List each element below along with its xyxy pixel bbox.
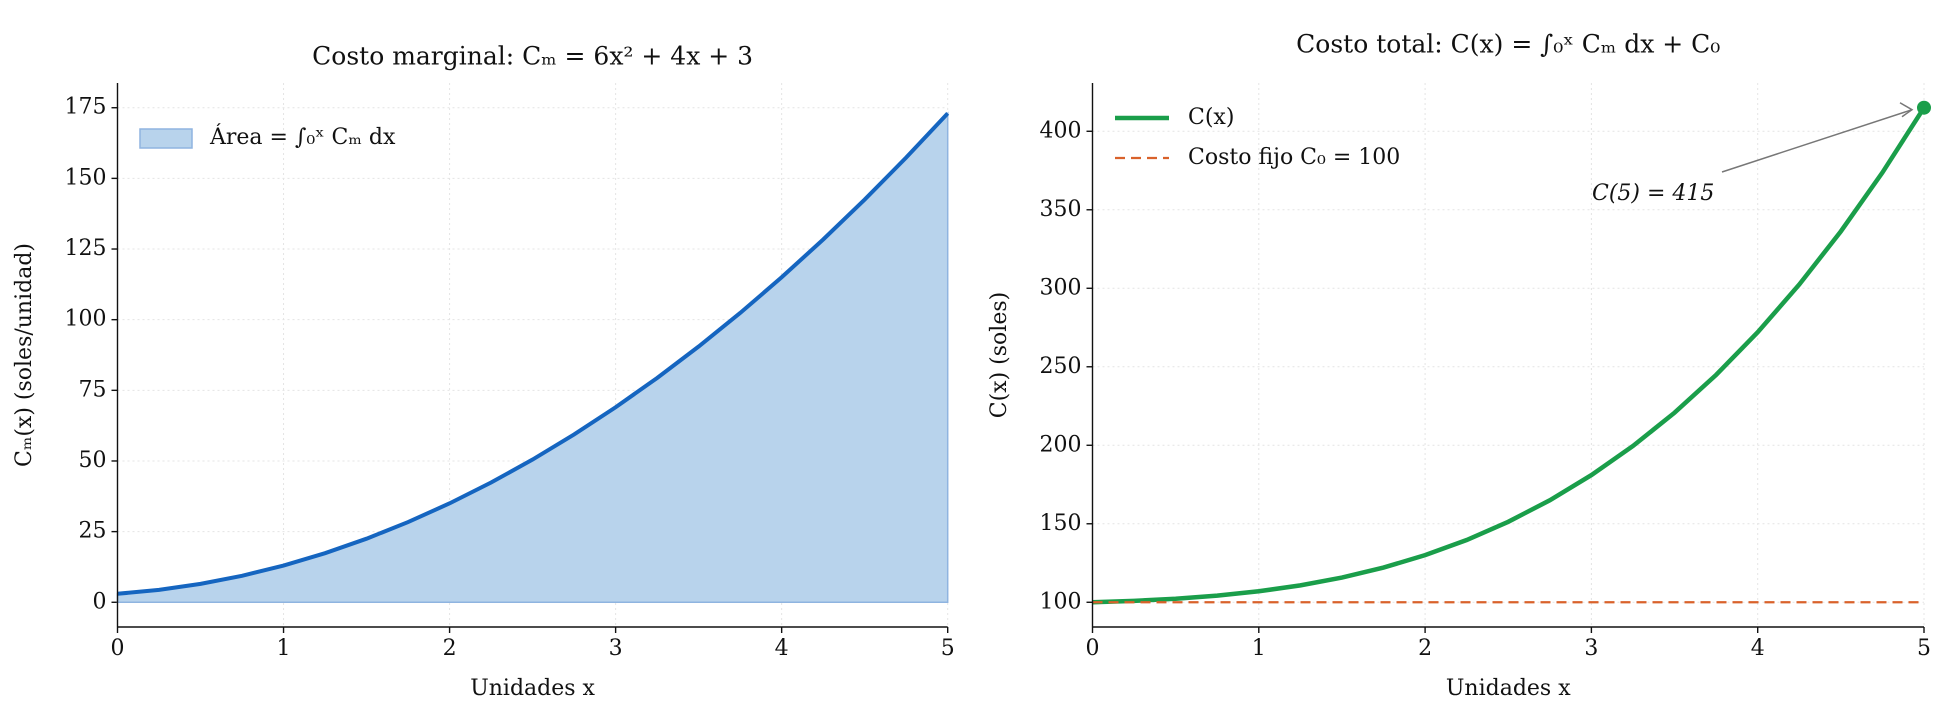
y-tick-label: 400 — [1040, 118, 1082, 143]
x-axis-label: Unidades x — [1446, 676, 1571, 701]
x-tick-label: 2 — [1418, 636, 1432, 661]
arrow-head — [1899, 102, 1914, 118]
x-tick-label: 5 — [941, 636, 955, 661]
annotation: C(5) = 415 — [1592, 181, 1714, 206]
legend-label: Costo fijo C₀ = 100 — [1188, 145, 1400, 170]
x-tick-label: 0 — [1086, 636, 1100, 661]
y-tick-label: 50 — [79, 448, 107, 473]
legend-label: Área = ∫₀ˣ Cₘ dx — [209, 123, 396, 150]
y-tick-label: 150 — [1040, 511, 1082, 536]
x-tick-label: 3 — [609, 636, 623, 661]
x-tick-label: 4 — [775, 636, 789, 661]
y-tick-label: 300 — [1040, 275, 1082, 300]
x-tick-label: 5 — [1917, 636, 1931, 661]
y-tick-label: 75 — [79, 377, 107, 402]
y-tick-label: 0 — [93, 589, 107, 614]
y-axis-label: Cₘ(x) (soles/unidad) — [12, 243, 37, 467]
x-tick-label: 0 — [111, 636, 125, 661]
x-tick-label: 2 — [443, 636, 457, 661]
x-tick-label: 1 — [277, 636, 291, 661]
y-tick-label: 25 — [79, 519, 107, 544]
chart-title: Costo total: C(x) = ∫₀ˣ Cₘ dx + C₀ — [1296, 30, 1720, 59]
x-tick-label: 4 — [1751, 636, 1765, 661]
y-tick-label: 150 — [65, 165, 107, 190]
legend-label: C(x) — [1188, 105, 1234, 130]
y-tick-label: 175 — [65, 95, 107, 120]
chart-title: Costo marginal: Cₘ = 6x² + 4x + 3 — [312, 42, 753, 71]
legend-swatch — [139, 128, 193, 149]
annotation-arrow — [1721, 109, 1913, 173]
y-axis-label: C(x) (soles) — [987, 292, 1012, 418]
x-tick-label: 3 — [1584, 636, 1598, 661]
area-fill — [116, 111, 949, 604]
y-tick-label: 100 — [1040, 589, 1082, 614]
line — [1092, 106, 1926, 605]
y-tick-label: 125 — [65, 236, 107, 261]
y-tick-label: 250 — [1040, 354, 1082, 379]
y-tick-label: 100 — [65, 307, 107, 332]
y-tick-label: 200 — [1040, 432, 1082, 457]
line — [117, 112, 950, 596]
x-axis-label: Unidades x — [470, 676, 595, 701]
y-tick-label: 350 — [1040, 197, 1082, 222]
end-point — [1917, 100, 1931, 115]
x-tick-label: 1 — [1252, 636, 1266, 661]
